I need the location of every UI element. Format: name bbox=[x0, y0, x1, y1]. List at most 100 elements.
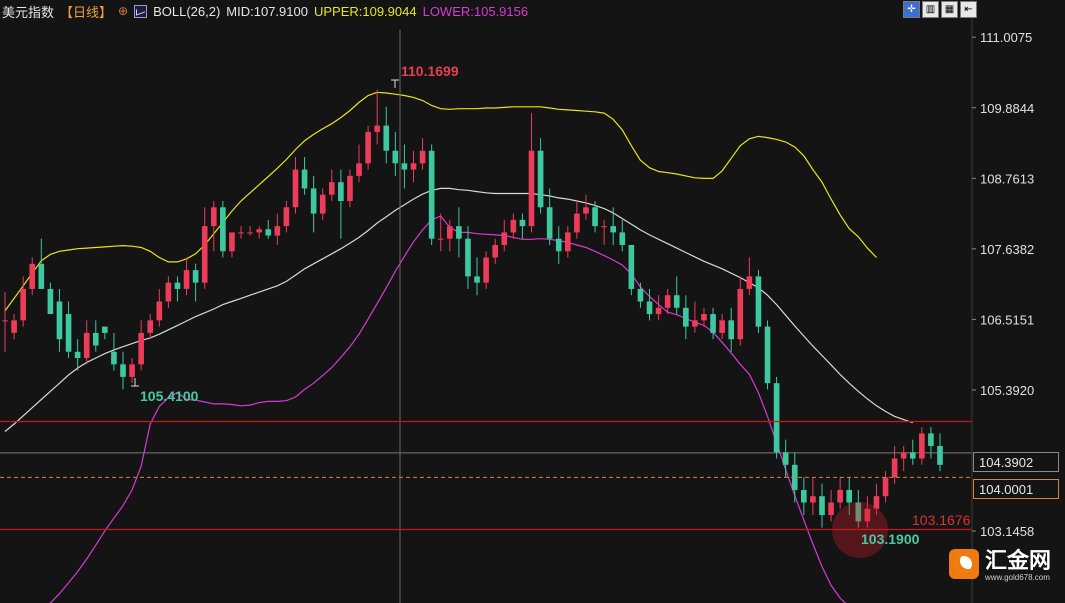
chart-mode-2-icon: ▦ bbox=[944, 3, 955, 15]
candle-body bbox=[828, 502, 834, 516]
candle-body bbox=[864, 508, 871, 522]
candle bbox=[456, 207, 462, 258]
candle-body bbox=[156, 301, 163, 321]
candle bbox=[819, 483, 825, 528]
candle-body bbox=[655, 307, 662, 315]
candle-body bbox=[56, 301, 63, 340]
candle bbox=[174, 276, 181, 302]
indicator-lower-value: LOWER:105.9156 bbox=[422, 3, 529, 19]
candle-body bbox=[74, 351, 81, 359]
gold678-logo-icon bbox=[948, 549, 979, 579]
candle-body bbox=[410, 163, 417, 170]
candle bbox=[937, 433, 943, 472]
candle bbox=[891, 445, 898, 484]
candle bbox=[192, 263, 199, 302]
y-tick-label: 105.3920 bbox=[980, 383, 1034, 398]
candle bbox=[347, 169, 353, 208]
candle bbox=[519, 213, 526, 239]
candle bbox=[928, 427, 934, 459]
candle bbox=[283, 201, 290, 233]
indicator-icon[interactable] bbox=[134, 4, 148, 18]
candle bbox=[610, 207, 617, 245]
candle-body bbox=[192, 270, 199, 283]
candle bbox=[546, 188, 553, 245]
candle-body bbox=[65, 314, 72, 352]
chart-mode-button-3[interactable]: ⇤ bbox=[960, 1, 977, 18]
candle bbox=[837, 477, 843, 509]
candle-body bbox=[220, 207, 226, 252]
period-label[interactable]: 【日线】 bbox=[60, 4, 113, 20]
candle-body bbox=[510, 219, 517, 233]
chart-mode-button-1[interactable]: ▥ bbox=[922, 1, 939, 18]
gear-icon[interactable]: ⊕ bbox=[118, 4, 129, 18]
candle bbox=[20, 276, 26, 327]
candle-body bbox=[20, 288, 26, 321]
candle-body bbox=[120, 364, 126, 377]
candle bbox=[328, 169, 335, 201]
candle-body bbox=[628, 244, 635, 289]
candle-body bbox=[801, 489, 807, 503]
candle-body bbox=[274, 226, 281, 236]
candle bbox=[210, 201, 217, 252]
candle bbox=[646, 288, 653, 321]
candle-body bbox=[546, 207, 553, 239]
candle bbox=[256, 226, 262, 239]
crosshair-button[interactable]: ✛ bbox=[903, 1, 920, 18]
candle bbox=[764, 320, 771, 390]
candle-body bbox=[147, 320, 154, 333]
candle bbox=[510, 213, 517, 239]
candles bbox=[2, 89, 943, 528]
candle-body bbox=[201, 226, 208, 283]
candle bbox=[701, 307, 707, 327]
candle-body bbox=[465, 238, 471, 277]
candle bbox=[374, 89, 380, 145]
candle bbox=[864, 496, 871, 528]
candle-body bbox=[356, 163, 362, 176]
candle bbox=[673, 276, 680, 315]
candle-body bbox=[183, 270, 190, 289]
candle-body bbox=[683, 307, 689, 327]
candle bbox=[338, 169, 344, 239]
candle bbox=[247, 226, 253, 236]
candle-body bbox=[474, 276, 480, 283]
candle-body bbox=[565, 232, 571, 252]
candle bbox=[619, 219, 626, 252]
candle-body bbox=[111, 351, 117, 365]
candle bbox=[156, 288, 163, 327]
symbol-name[interactable]: 美元指数 bbox=[2, 4, 55, 20]
candle bbox=[710, 307, 716, 340]
indicator-upper-value: UPPER:109.9044 bbox=[313, 3, 417, 19]
indicator-name[interactable]: BOLL(26,2) bbox=[153, 3, 221, 19]
candle-body bbox=[138, 332, 144, 365]
candle-body bbox=[456, 226, 462, 239]
candle-body bbox=[374, 125, 380, 132]
candle bbox=[574, 201, 580, 239]
candle-body bbox=[555, 238, 562, 252]
candle bbox=[855, 489, 862, 528]
candle bbox=[873, 483, 880, 516]
candle bbox=[38, 238, 45, 289]
candle bbox=[683, 295, 689, 340]
chart-mode-button-2[interactable]: ▦ bbox=[941, 1, 958, 18]
candle-body bbox=[873, 496, 880, 509]
chart-toolbar: ✛ ▥ ▦ ⇤ bbox=[903, 1, 977, 18]
candle-body bbox=[909, 452, 916, 459]
crosshair-price-tag: 104.0001 bbox=[973, 479, 1059, 499]
candle bbox=[655, 295, 662, 321]
candle bbox=[74, 339, 81, 371]
candle-body bbox=[247, 232, 253, 234]
candle-body bbox=[601, 226, 607, 228]
candle bbox=[410, 150, 417, 183]
candle bbox=[719, 314, 725, 340]
candle bbox=[692, 301, 698, 333]
watermark-url: www.gold678.com bbox=[984, 573, 1050, 582]
watermark: 汇金网 www.gold678.com bbox=[948, 549, 1051, 583]
candle bbox=[319, 188, 326, 220]
candle bbox=[274, 213, 281, 245]
candle-body bbox=[837, 489, 843, 503]
candle-body bbox=[292, 169, 299, 208]
candle-body bbox=[446, 226, 453, 239]
candle bbox=[165, 276, 172, 308]
candle bbox=[301, 157, 308, 195]
